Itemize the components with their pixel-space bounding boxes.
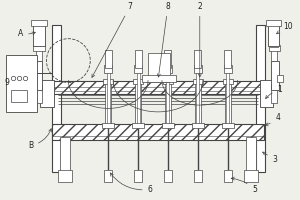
Bar bbox=[268, 24, 280, 46]
Bar bbox=[142, 75, 176, 82]
Bar bbox=[223, 79, 233, 84]
Bar bbox=[272, 85, 278, 103]
Bar bbox=[268, 45, 280, 51]
Bar bbox=[52, 124, 263, 140]
Bar bbox=[52, 25, 62, 172]
Bar bbox=[194, 65, 202, 73]
Bar bbox=[134, 65, 142, 73]
Bar bbox=[224, 170, 232, 182]
Circle shape bbox=[23, 76, 28, 81]
Bar bbox=[104, 65, 112, 73]
Bar bbox=[105, 50, 112, 68]
Bar bbox=[107, 65, 110, 124]
Bar bbox=[40, 80, 54, 107]
Bar bbox=[148, 53, 170, 82]
Bar bbox=[222, 123, 234, 128]
Bar bbox=[134, 170, 142, 182]
Bar bbox=[37, 85, 43, 103]
Bar bbox=[52, 81, 263, 94]
Bar bbox=[256, 25, 265, 172]
Bar bbox=[244, 170, 257, 182]
Bar bbox=[135, 80, 141, 124]
Bar bbox=[246, 137, 256, 172]
Bar bbox=[104, 170, 112, 182]
Bar bbox=[165, 80, 171, 124]
Text: A: A bbox=[18, 29, 35, 38]
Bar bbox=[102, 123, 114, 128]
Bar bbox=[133, 79, 143, 84]
Text: 1: 1 bbox=[266, 85, 282, 99]
Text: 2: 2 bbox=[197, 2, 202, 77]
Bar bbox=[272, 61, 280, 90]
Bar bbox=[6, 55, 38, 112]
Bar bbox=[195, 80, 201, 124]
Bar bbox=[193, 79, 203, 84]
Bar bbox=[31, 75, 37, 82]
Bar bbox=[194, 170, 202, 182]
Bar bbox=[164, 170, 172, 182]
Text: 10: 10 bbox=[277, 22, 293, 34]
Bar bbox=[32, 20, 47, 26]
Text: 7: 7 bbox=[92, 2, 133, 77]
Bar bbox=[103, 79, 113, 84]
Bar bbox=[164, 65, 172, 73]
Text: 3: 3 bbox=[262, 152, 278, 164]
Text: B: B bbox=[28, 129, 52, 150]
Bar bbox=[34, 45, 45, 51]
Text: 9: 9 bbox=[4, 78, 10, 87]
Bar bbox=[226, 65, 229, 124]
Text: 8: 8 bbox=[157, 2, 170, 77]
Bar bbox=[167, 65, 170, 124]
Bar bbox=[278, 75, 284, 82]
Text: 6: 6 bbox=[110, 173, 152, 194]
Text: 4: 4 bbox=[265, 113, 280, 126]
Bar bbox=[37, 49, 43, 61]
Bar bbox=[105, 80, 111, 124]
Bar bbox=[225, 80, 231, 124]
Bar bbox=[272, 49, 278, 61]
Bar bbox=[132, 123, 144, 128]
Bar bbox=[136, 65, 140, 124]
Bar bbox=[224, 65, 232, 73]
Bar bbox=[266, 20, 281, 26]
Bar bbox=[34, 24, 45, 46]
Bar bbox=[34, 61, 43, 90]
Text: 5: 5 bbox=[231, 177, 257, 194]
Bar bbox=[58, 170, 72, 182]
Circle shape bbox=[11, 76, 16, 81]
Bar bbox=[192, 123, 204, 128]
Bar bbox=[224, 50, 231, 68]
Bar bbox=[163, 79, 173, 84]
Bar bbox=[196, 65, 199, 124]
Bar bbox=[60, 137, 70, 172]
Bar bbox=[260, 80, 274, 107]
Bar bbox=[194, 50, 201, 68]
Bar bbox=[35, 41, 44, 45]
Bar bbox=[164, 50, 171, 68]
Bar bbox=[11, 90, 26, 102]
Bar bbox=[271, 43, 278, 47]
Circle shape bbox=[17, 76, 22, 81]
Bar bbox=[162, 123, 174, 128]
Bar bbox=[135, 50, 142, 68]
